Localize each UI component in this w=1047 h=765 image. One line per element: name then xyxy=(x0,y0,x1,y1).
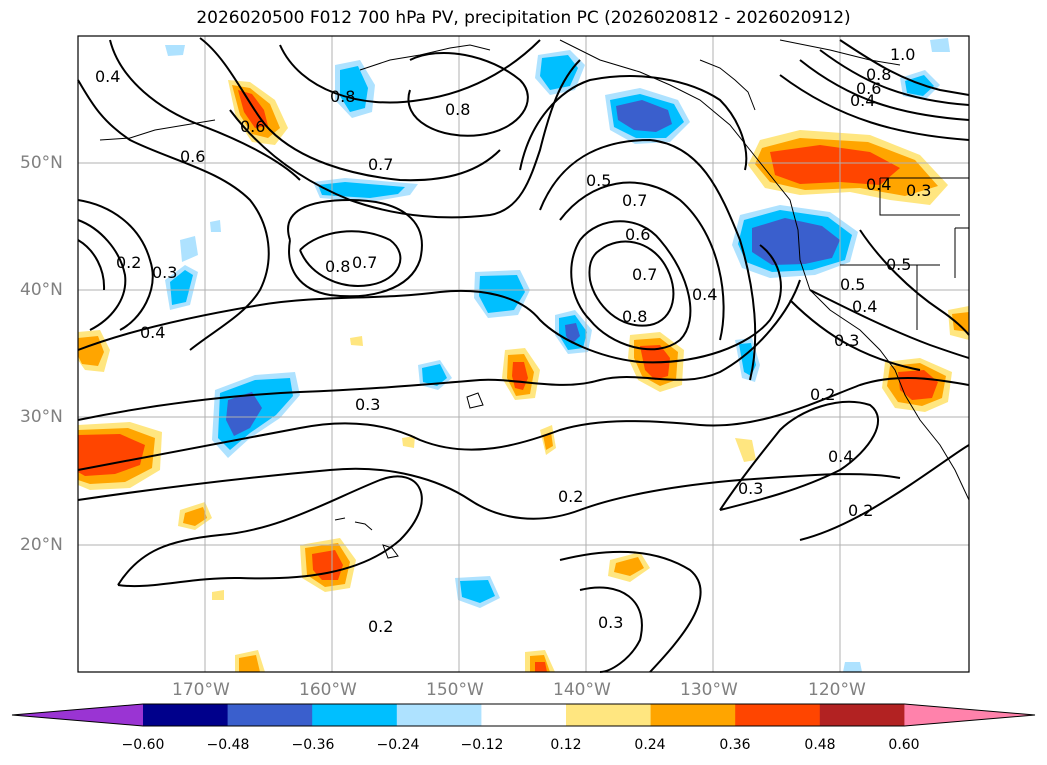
map-frame xyxy=(77,35,970,673)
precip-positive xyxy=(78,80,969,672)
lat-label: 20°N xyxy=(20,535,63,555)
colorbar-tick-label: −0.36 xyxy=(291,737,335,753)
colorbar-tick-label: −0.60 xyxy=(121,737,165,753)
contour-label: 0.4 xyxy=(866,175,891,194)
colorbar-tick-label: 0.12 xyxy=(550,737,582,753)
contour-label: 0.2 xyxy=(558,487,583,506)
colorbar-segment xyxy=(481,704,567,726)
contour-label: 0.6 xyxy=(180,147,205,166)
colorbar-tick-label: 0.36 xyxy=(719,737,751,753)
colorbar-tick-label: 0.24 xyxy=(634,737,666,753)
contour-label: 0.8 xyxy=(445,100,470,119)
colorbar-outline xyxy=(11,703,1036,727)
contour-label: 0.3 xyxy=(906,181,931,200)
contour-label: 0.2 xyxy=(848,501,873,520)
contour-label: 0.5 xyxy=(886,255,911,274)
precip-negative xyxy=(165,38,950,672)
colorbar xyxy=(11,703,1036,727)
contour-label: 0.3 xyxy=(355,395,380,414)
contour-label: 0.3 xyxy=(834,331,859,350)
colorbar-tick-label: −0.48 xyxy=(206,737,250,753)
contour-label: 0.8 xyxy=(622,307,647,326)
colorbar-segment xyxy=(396,704,482,726)
contour-label: 0.3 xyxy=(598,613,623,632)
pv-contours xyxy=(77,37,970,673)
contour-label: 0.3 xyxy=(152,263,177,282)
lon-label: 160°W xyxy=(299,680,357,700)
contour-label: 0.8 xyxy=(330,87,355,106)
coastlines xyxy=(99,39,970,559)
contour-label: 0.4 xyxy=(828,447,853,466)
lat-label: 40°N xyxy=(20,280,63,300)
contour-label: 0.4 xyxy=(95,67,120,86)
contour-label: 0.5 xyxy=(586,171,611,190)
precip-shading xyxy=(78,38,969,672)
contour-label: 0.7 xyxy=(352,253,377,272)
contour-label: 1.0 xyxy=(890,45,915,64)
contour-label: 0.8 xyxy=(866,65,891,84)
colorbar-segment xyxy=(819,704,905,726)
contour-label: 0.4 xyxy=(852,297,877,316)
contour-label: 0.4 xyxy=(140,323,165,342)
colorbar-extend-left xyxy=(12,704,143,726)
contour-label: 0.5 xyxy=(840,275,865,294)
colorbar-segment xyxy=(312,704,398,726)
colorbar-tick-label: 0.48 xyxy=(804,737,836,753)
contour-label: 0.2 xyxy=(368,617,393,636)
lat-label: 30°N xyxy=(20,407,63,427)
contour-label: 0.7 xyxy=(632,265,657,284)
colorbar-segment xyxy=(566,704,652,726)
lat-label: 50°N xyxy=(20,153,63,173)
colorbar-tick-label: −0.12 xyxy=(460,737,504,753)
contour-label: 0.8 xyxy=(325,257,350,276)
colorbar-tick-label: −0.24 xyxy=(376,737,420,753)
lon-label: 150°W xyxy=(426,680,484,700)
chart-title: 2026020500 F012 700 hPa PV, precipitatio… xyxy=(196,8,851,28)
contour-label: 0.2 xyxy=(116,253,141,272)
contour-label: 0.4 xyxy=(692,285,717,304)
colorbar-segment xyxy=(735,704,821,726)
lon-label: 120°W xyxy=(808,680,866,700)
contour-label: 0.2 xyxy=(810,385,835,404)
colorbar-tick-label: 0.60 xyxy=(888,737,920,753)
colorbar-segment xyxy=(650,704,736,726)
contour-label: 0.7 xyxy=(622,191,647,210)
contour-labels: 0.4 0.6 0.8 0.8 0.7 0.6 0.2 0.3 0.4 0.8 … xyxy=(95,45,931,636)
lon-label: 130°W xyxy=(680,680,738,700)
colorbar-segment xyxy=(227,704,313,726)
contour-label: 0.6 xyxy=(856,79,881,98)
colorbar-segment xyxy=(143,704,229,726)
contour-label: 0.3 xyxy=(738,479,763,498)
contour-label: 0.6 xyxy=(240,117,265,136)
contour-label: 0.7 xyxy=(368,155,393,174)
contour-label: 0.6 xyxy=(625,225,650,244)
lon-label: 140°W xyxy=(553,680,611,700)
lon-label: 170°W xyxy=(172,680,230,700)
colorbar-extend-right xyxy=(904,704,1035,726)
contour-label: 0.4 xyxy=(850,91,875,110)
